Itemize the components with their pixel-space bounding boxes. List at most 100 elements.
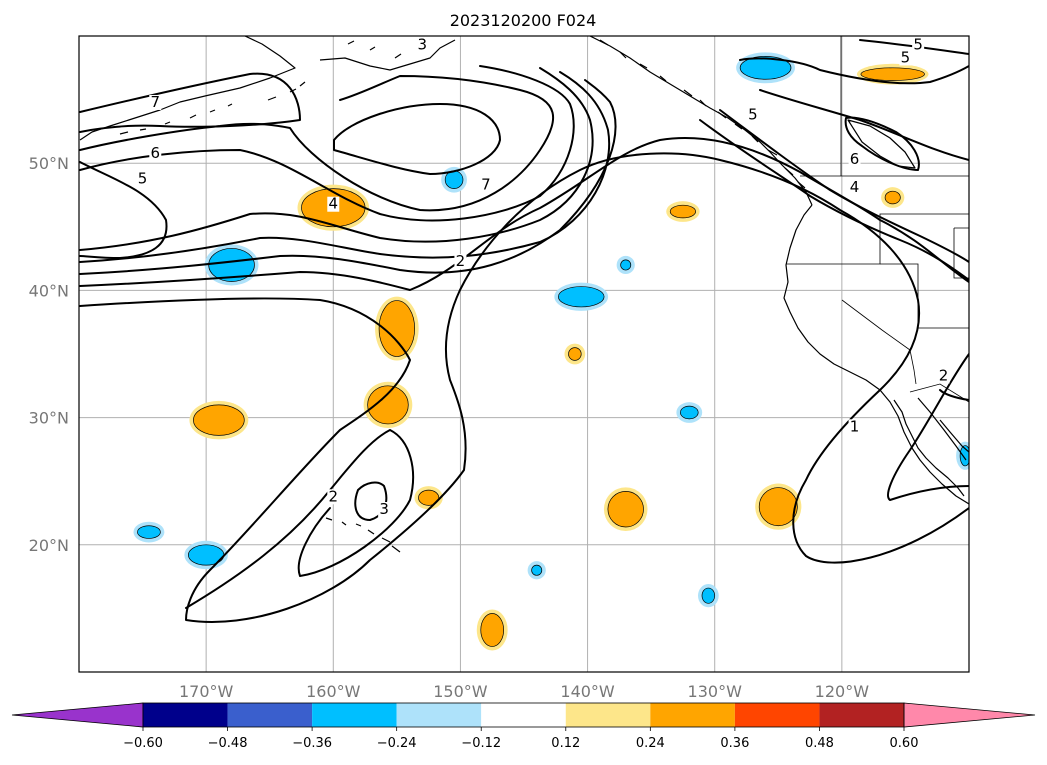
colorbar-segment <box>143 703 228 727</box>
longitude-labels: 170°W 160°W 150°W 140°W 130°W 120°W <box>179 682 869 701</box>
colorbar-segment <box>481 703 566 727</box>
colorbar: −0.60 −0.48 −0.36 −0.24 −0.12 0.12 0.24 0.36 0.4… <box>11 702 1036 751</box>
negative-anomaly-blob <box>184 540 228 570</box>
colorbar-tick-label: 0.12 <box>551 736 580 751</box>
positive-anomaly-blob <box>666 201 700 222</box>
colorbar-tick-label: −0.24 <box>377 736 417 751</box>
contour-label: 2 <box>454 252 467 270</box>
colorbar-tick-label: −0.12 <box>461 736 501 751</box>
latitude-tick-label: 20°N <box>29 536 69 555</box>
svg-text:2: 2 <box>939 366 949 384</box>
colorbar-tick-label: 0.60 <box>890 736 919 751</box>
negative-anomaly-blob <box>616 255 635 275</box>
svg-text:6: 6 <box>151 144 161 162</box>
contour-label: 2 <box>937 366 950 384</box>
bc-island-fragments <box>599 39 806 189</box>
svg-text:6: 6 <box>850 150 860 168</box>
positive-anomaly-blob <box>189 400 249 440</box>
negative-anomaly-blob <box>698 584 719 608</box>
negative-anomaly-blob <box>554 282 609 311</box>
latitude-tick-label: 30°N <box>29 409 69 428</box>
colorbar-segment <box>227 703 313 727</box>
colorbar-tick-label: 0.36 <box>720 736 749 751</box>
positive-anomaly-blob <box>564 343 586 365</box>
contour-label: 1 <box>848 417 861 435</box>
negative-anomaly-blob <box>736 52 795 84</box>
longitude-tick-label: 130°W <box>688 682 743 701</box>
colorbar-segment <box>565 703 651 727</box>
svg-text:3: 3 <box>418 36 428 54</box>
contour-label: 7 <box>149 93 162 111</box>
contour-label: 3 <box>416 36 429 54</box>
latitude-labels: 20°N 30°N 40°N 50°N <box>29 154 69 555</box>
colorbar-segment <box>734 703 820 727</box>
svg-text:7: 7 <box>151 93 161 111</box>
contour-label: 4 <box>848 178 861 196</box>
longitude-tick-label: 150°W <box>433 682 488 701</box>
svg-text:1: 1 <box>850 417 860 435</box>
colorbar-tick-label: 0.48 <box>805 736 834 751</box>
negative-anomaly-blob <box>676 402 703 423</box>
svg-text:4: 4 <box>329 195 339 213</box>
positive-anomaly-blob <box>476 609 508 651</box>
svg-text:5: 5 <box>901 48 911 66</box>
latitude-tick-label: 50°N <box>29 154 69 173</box>
negative-anomaly-blob <box>956 441 969 470</box>
us-west-coast <box>783 204 969 505</box>
positive-anomaly-blob <box>375 296 419 361</box>
contour-label: 6 <box>149 144 162 162</box>
figure-title: 2023120200 F024 <box>450 11 597 30</box>
negative-anomaly-blob <box>133 521 165 543</box>
svg-text:2: 2 <box>456 252 466 270</box>
vancouver-island <box>847 119 916 169</box>
colorbar-segment <box>312 703 397 727</box>
contour-label: 4 <box>327 195 340 213</box>
svg-text:5: 5 <box>748 106 758 124</box>
map-frame <box>78 35 970 673</box>
contour-label: 5 <box>136 169 149 187</box>
svg-text:4: 4 <box>850 178 860 196</box>
longitude-tick-label: 160°W <box>306 682 361 701</box>
colorbar-segment <box>650 703 735 727</box>
contour-label: 6 <box>848 150 861 168</box>
svg-text:5: 5 <box>138 169 148 187</box>
contour-label: 2 <box>327 487 340 505</box>
longitude-tick-label: 170°W <box>179 682 234 701</box>
svg-text:2: 2 <box>329 487 339 505</box>
mexico-coast <box>939 419 969 453</box>
alaska-coastline <box>79 36 296 141</box>
negative-anomaly-blob <box>527 561 546 580</box>
colorbar-tick-label: −0.60 <box>123 736 163 751</box>
positive-anomaly-blob <box>755 483 802 530</box>
contour-label: 5 <box>899 48 912 66</box>
negative-anomaly-blob <box>204 244 259 286</box>
colorbar-tick-label: −0.36 <box>292 736 332 751</box>
svg-text:3: 3 <box>379 500 389 518</box>
positive-anomaly-blob <box>881 187 905 208</box>
longitude-tick-label: 120°W <box>815 682 870 701</box>
latitude-tick-label: 40°N <box>29 281 69 300</box>
contour-label: 5 <box>746 106 759 124</box>
alaska-south-coast <box>319 39 456 71</box>
colorbar-extend-min <box>11 702 144 728</box>
colorbar-extend-max <box>903 702 1036 728</box>
hawaiian-islands <box>325 517 401 553</box>
positive-anomaly-blob <box>856 63 929 85</box>
colorbar-segment <box>819 703 904 727</box>
colorbar-tick-label: 0.24 <box>636 736 665 751</box>
colorbar-tick-label: −0.48 <box>208 736 248 751</box>
contour-label: 3 <box>378 500 391 518</box>
svg-text:5: 5 <box>913 36 923 54</box>
coastlines <box>79 36 969 553</box>
contour-lines <box>79 39 969 623</box>
positive-anomaly-blob <box>414 486 443 510</box>
positive-anomaly-blob <box>363 381 413 428</box>
positive-anomaly-blob <box>603 487 648 531</box>
baja-california <box>893 397 967 497</box>
contour-label: 5 <box>912 36 925 54</box>
colorbar-segment <box>396 703 482 727</box>
svg-text:7: 7 <box>481 176 491 194</box>
